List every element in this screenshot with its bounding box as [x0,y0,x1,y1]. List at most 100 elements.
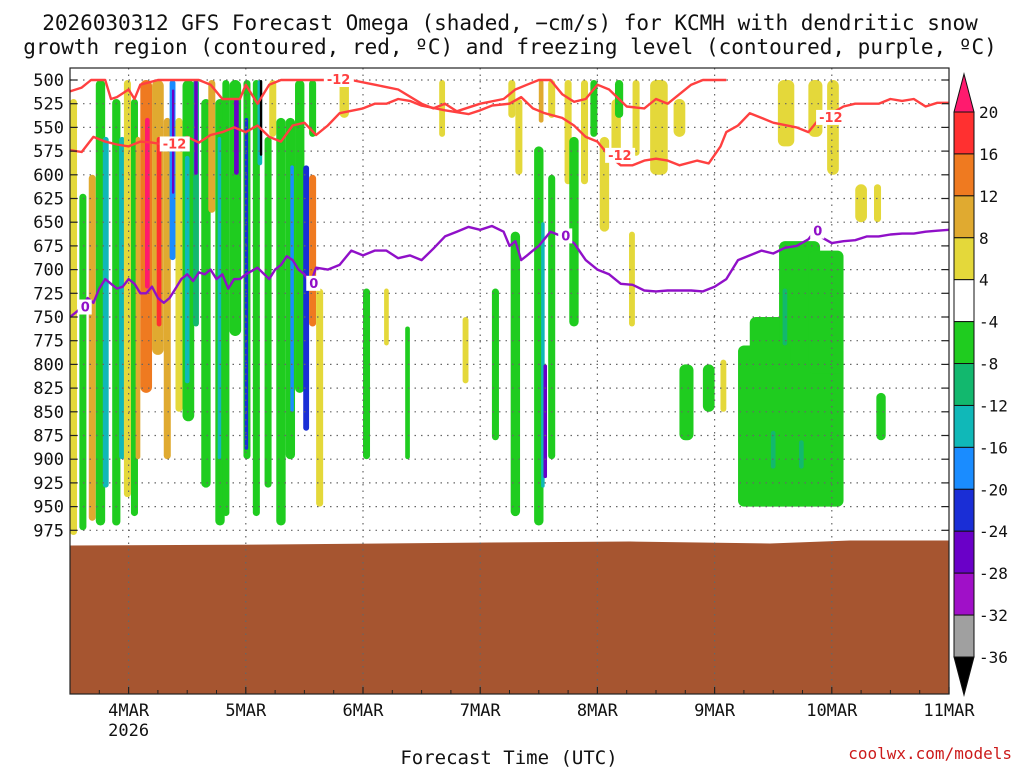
omega-cell-28 [234,99,239,175]
terrain-fill [70,541,949,694]
colorbar-swatch [954,364,974,406]
dgz-bottom-contour-label: -12 [163,137,187,152]
dgz-top-contour-label: -12 [327,73,351,88]
omega-cell-52 [511,232,520,516]
credit-text[interactable]: coolwx.com/models [848,744,1012,763]
omega-cell-33 [260,80,262,156]
colorbar-swatch [954,489,974,531]
x-tick-label: 8MAR [577,701,619,721]
chart-title-line2: growth region (contoured, red, ºC) and f… [23,35,997,59]
freezing-level-contour-label: 0 [309,277,318,292]
omega-cell-39 [295,80,304,393]
omega-cell-79 [771,431,776,469]
omega-cell-35 [269,80,276,137]
colorbar-label: -32 [979,606,1008,625]
y-tick-label: 700 [33,261,64,281]
y-tick-label: 725 [33,284,64,304]
colorbar-swatch [954,447,974,489]
y-tick-label: 625 [33,190,64,210]
y-tick-label: 975 [33,521,64,541]
omega-cell-80 [799,440,804,468]
colorbar-label: -12 [979,396,1008,415]
omega-cell-40 [303,165,309,430]
y-tick-label: 900 [33,450,64,470]
colorbar-label: -16 [979,438,1008,457]
colorbar-label: -4 [979,313,998,332]
omega-cell-70 [674,99,686,137]
x-tick-label: 7MAR [460,701,502,721]
y-tick-label: 675 [33,237,64,257]
omega-cell-43 [316,289,323,507]
omega-cell-86 [874,184,881,222]
colorbar-label: 20 [979,103,998,122]
x-tick-label: 10MAR [806,701,858,721]
omega-cell-7 [124,80,131,497]
colorbar-swatch [954,531,974,573]
y-tick-label: 575 [33,142,64,162]
omega-cell-57 [543,364,547,478]
omega-cell-51 [508,80,515,118]
omega-cell-55 [539,80,544,123]
colorbar-swatch [954,615,974,657]
y-tick-label: 750 [33,308,64,328]
x-tick-label: 5MAR [225,701,267,721]
y-tick-label: 775 [33,332,64,352]
colorbar-label: 4 [979,271,989,290]
y-tick-label: 825 [33,379,64,399]
colorbar-swatch [954,280,974,322]
omega-cell-26 [222,80,229,516]
y-tick-label: 850 [33,403,64,423]
y-tick-label: 650 [33,213,64,233]
freezing-level-contour-label: 0 [81,301,90,316]
omega-cell-45 [363,289,370,460]
omega-cell-17 [175,118,182,412]
omega-cell-46 [384,289,389,346]
colorbar-swatch [954,196,974,238]
omega-cell-1 [79,194,86,531]
y-tick-label: 550 [33,118,64,138]
x-axis-title: Forecast Time (UTC) [400,747,617,768]
omega-cell-68 [633,80,640,156]
colorbar-label: -20 [979,480,1008,499]
chart-title-line1: 2026030312 GFS Forecast Omega (shaded, −… [42,11,978,35]
omega-cell-81 [876,393,885,440]
colorbar-swatch [954,573,974,615]
freezing-level-contour-label: 0 [561,229,570,244]
x-tick-label: 9MAR [694,701,736,721]
omega-cell-23 [208,80,215,213]
omega-cell-38 [290,165,294,411]
y-tick-label: 500 [33,71,64,91]
x-tick-label: 4MAR [108,701,150,721]
omega-cell-85 [855,184,867,222]
y-tick-label: 525 [33,95,64,115]
omega-cell-47 [405,326,410,459]
x-tick-label: 6MAR [343,701,385,721]
x-tick-sublabel: 2026 [108,721,149,741]
omega-cell-78 [783,289,788,346]
omega-cell-53 [515,99,522,175]
colorbar-label: -8 [979,355,998,374]
freezing-level-contour-label: 0 [813,225,822,240]
colorbar-label: -36 [979,648,1008,667]
omega-cell-25 [218,137,222,459]
omega-cell-71 [679,364,693,440]
y-tick-label: 800 [33,355,64,375]
y-tick-label: 950 [33,498,64,518]
colorbar-swatch [954,405,974,447]
dgz-bottom-contour-label: -12 [819,111,843,126]
colorbar-swatch [954,154,974,196]
colorbar-label: -24 [979,522,1008,541]
omega-cell-41 [309,175,316,327]
y-tick-label: 875 [33,427,64,447]
omega-cell-49 [463,317,469,383]
colorbar-label: 8 [979,229,989,248]
colorbar-swatch [954,238,974,280]
omega-time-height-chart: 2026030312 GFS Forecast Omega (shaded, −… [0,0,1024,768]
omega-cell-9 [136,137,141,459]
dgz-bottom-contour-label: -12 [608,149,632,164]
x-tick-label: 11MAR [923,701,975,721]
colorbar-swatch [954,322,974,364]
omega-cell-2 [89,175,96,521]
colorbar-label: 12 [979,187,998,206]
omega-cell-36 [276,118,285,526]
